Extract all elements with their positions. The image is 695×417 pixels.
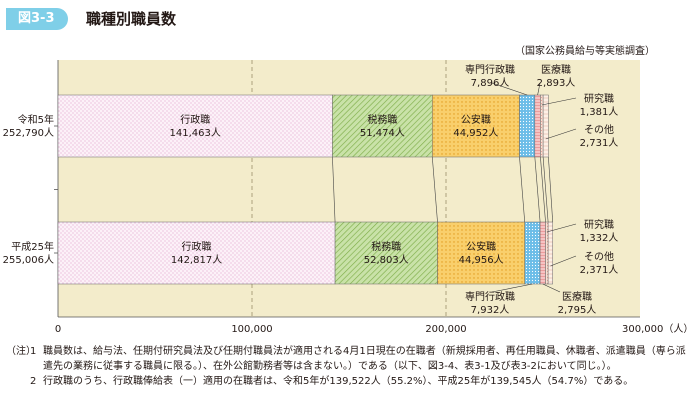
note-1: （注） 1 職員数は、給与法、任期付研究員法及び任期付職員法が適用される4月1日… bbox=[6, 344, 690, 374]
bar-segment-4 bbox=[539, 221, 546, 285]
data-label: 2,731人 bbox=[580, 137, 619, 149]
note-2: 2 行政職のうち、行政職俸給表（一）適用の在職者は、令和5年が139,522人（… bbox=[6, 374, 690, 389]
callout-line bbox=[537, 82, 541, 96]
source-note: （国家公務員給与等実態調査） bbox=[515, 46, 655, 57]
connector-line bbox=[540, 156, 546, 223]
callout-line bbox=[541, 97, 577, 106]
note-text: 行政職のうち、行政職俸給表（一）適用の在職者は、令和5年が139,522人（55… bbox=[43, 376, 634, 387]
bar-segment-2 bbox=[437, 221, 525, 285]
bar-segment-6 bbox=[547, 221, 553, 285]
series-name-label: 医療職 bbox=[541, 63, 571, 76]
x-tick-label: 200,000 bbox=[425, 324, 466, 335]
category-label: 令和5年 bbox=[18, 113, 54, 126]
bar-segment-5 bbox=[540, 94, 544, 158]
bar-segment-6 bbox=[542, 94, 549, 158]
data-label: 2,893人 bbox=[537, 77, 576, 89]
series-name-label: 税務職 bbox=[367, 113, 397, 126]
figure-title: 職種別職員数 bbox=[86, 10, 177, 28]
callout-line bbox=[546, 223, 577, 233]
series-name-label: その他 bbox=[584, 250, 614, 263]
figure-number-badge: 図3-3 bbox=[6, 8, 68, 30]
bar-segment-0 bbox=[57, 94, 333, 158]
data-label: 2,795人 bbox=[558, 304, 597, 316]
x-tick-label: 100,000 bbox=[231, 324, 272, 335]
series-name-label: 公安職 bbox=[466, 240, 496, 253]
connector-line bbox=[519, 156, 526, 223]
data-label: 142,817人 bbox=[171, 254, 222, 266]
note-number: 1 bbox=[30, 346, 37, 357]
category-total-label: 252,790人 bbox=[3, 127, 54, 139]
bar-segment-3 bbox=[519, 94, 536, 158]
series-name-label: 研究職 bbox=[584, 92, 614, 105]
data-label: 7,932人 bbox=[471, 304, 510, 316]
note-mark: （注） bbox=[6, 346, 36, 357]
bar-segment-5 bbox=[545, 221, 549, 285]
bar-segment-1 bbox=[334, 221, 438, 285]
data-label: 1,332人 bbox=[580, 232, 619, 244]
data-label: 2,371人 bbox=[580, 264, 619, 276]
series-name-label: 医療職 bbox=[562, 290, 592, 303]
data-label: 1,381人 bbox=[580, 106, 619, 118]
callout-line bbox=[545, 128, 577, 140]
data-label: 141,463人 bbox=[170, 127, 221, 139]
callout-line bbox=[491, 82, 528, 96]
x-tick-label: 0 bbox=[55, 324, 61, 335]
bar-segment-2 bbox=[432, 94, 520, 158]
data-label: 44,956人 bbox=[459, 254, 504, 266]
series-name-label: 専門行政職 bbox=[465, 290, 515, 303]
connector-line bbox=[542, 156, 549, 223]
note-number: 2 bbox=[30, 376, 37, 387]
bar-segment-3 bbox=[524, 221, 541, 285]
category-label: 平成25年 bbox=[11, 240, 54, 253]
callout-line bbox=[550, 255, 577, 267]
bar-segment-0 bbox=[57, 221, 336, 285]
series-name-label: その他 bbox=[584, 123, 614, 136]
connector-line bbox=[534, 156, 541, 223]
callout-line bbox=[491, 283, 533, 293]
bar-segment-4 bbox=[534, 94, 541, 158]
series-name-label: 行政職 bbox=[182, 240, 212, 253]
connector-line bbox=[431, 156, 438, 223]
callout-line bbox=[542, 283, 561, 293]
data-label: 7,896人 bbox=[471, 77, 510, 89]
data-label: 51,474人 bbox=[360, 127, 405, 139]
category-total-label: 255,006人 bbox=[3, 254, 54, 266]
bar-segment-1 bbox=[332, 94, 433, 158]
series-name-label: 税務職 bbox=[371, 240, 401, 253]
stacked-bar-chart: 0 100,000 200,000 300,000（人） 令和5年252,790人平成2… bbox=[3, 60, 693, 335]
series-name-label: 公安職 bbox=[461, 113, 491, 126]
data-label: 44,952人 bbox=[453, 127, 498, 139]
data-label: 52,803人 bbox=[364, 254, 409, 266]
note-text: 職員数は、給与法、任期付研究員法及び任期付職員法が適用される4月1日現在の在職者… bbox=[43, 346, 686, 372]
series-name-label: 研究職 bbox=[584, 218, 614, 231]
connector-line bbox=[548, 156, 554, 223]
connector-line bbox=[332, 156, 336, 223]
notes-section: （注） 1 職員数は、給与法、任期付研究員法及び任期付職員法が適用される4月1日… bbox=[6, 344, 690, 389]
series-name-label: 専門行政職 bbox=[465, 63, 515, 76]
x-tick-label: 300,000（人） bbox=[622, 323, 693, 335]
series-name-label: 行政職 bbox=[180, 113, 210, 126]
